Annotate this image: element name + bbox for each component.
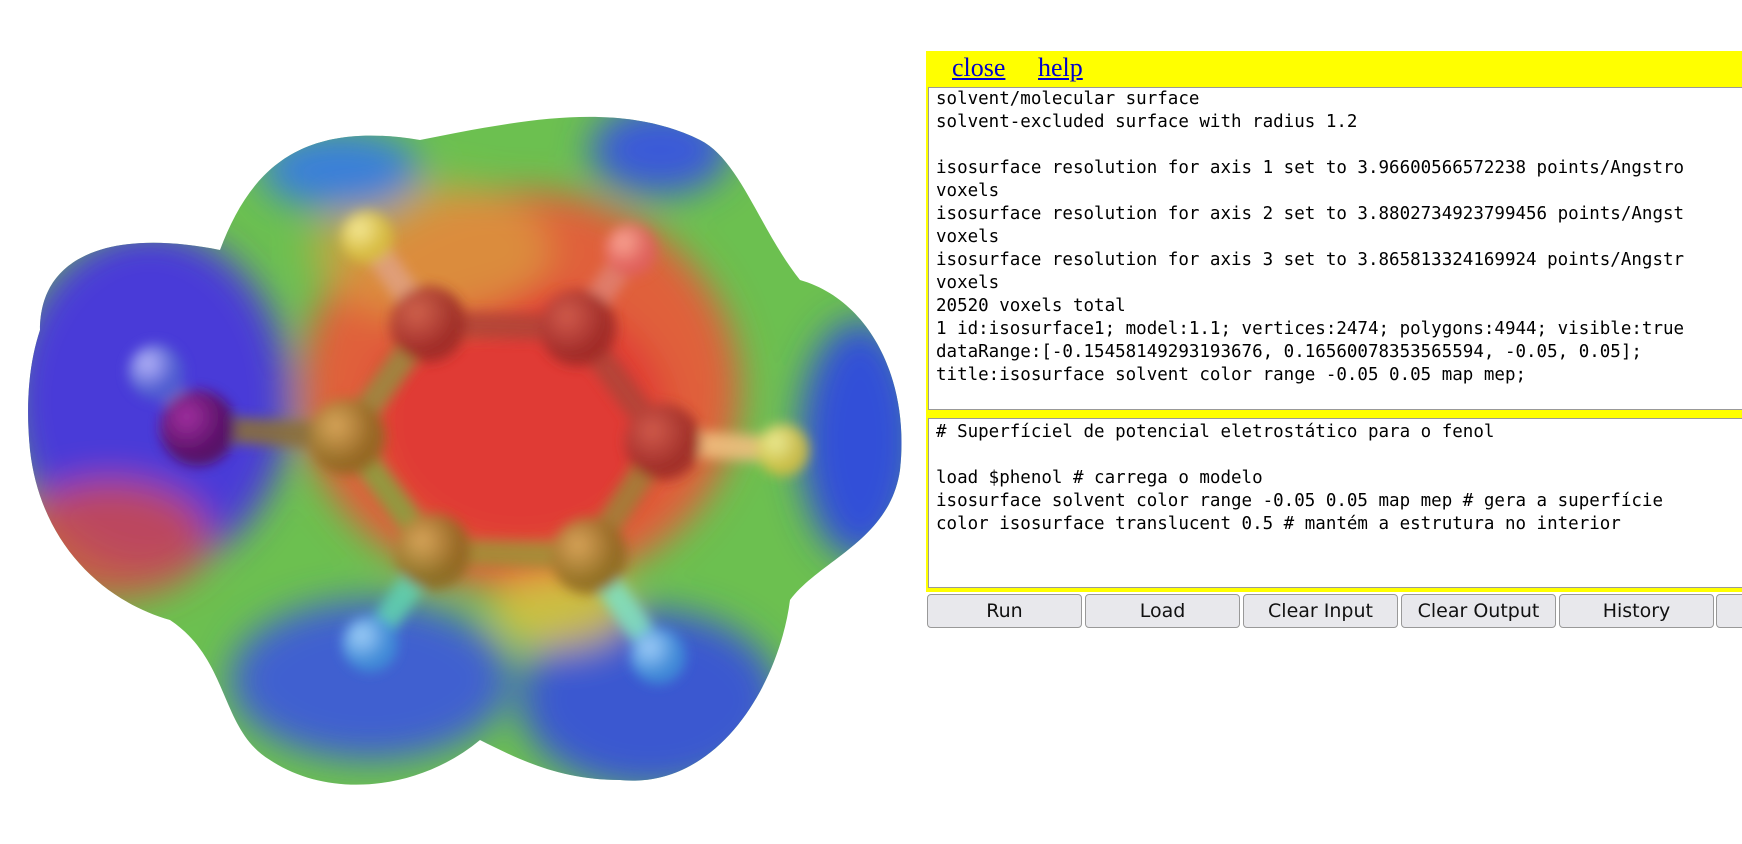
- text-line: dataRange:[-0.15458149293193676, 0.16560…: [936, 342, 1642, 362]
- text-line: solvent/molecular surface: [936, 89, 1200, 109]
- console-output: solvent/molecular surface solvent-exclude…: [928, 87, 1742, 410]
- text-line: # Superfíciel de potencial eletrostático…: [936, 422, 1495, 442]
- isosurface: [28, 116, 902, 785]
- text-line: voxels: [936, 227, 1000, 247]
- text-line: isosurface resolution for axis 3 set to …: [936, 250, 1685, 270]
- molecule-viewer: [28, 116, 902, 785]
- paragraph: isosurface resolution for axis 1 set to …: [936, 157, 1742, 387]
- paragraph: # Superfíciel de potencial eletrostático…: [936, 421, 1742, 444]
- text-line: isosurface resolution for axis 2 set to …: [936, 204, 1685, 224]
- text-line: isosurface solvent color range -0.05 0.0…: [936, 491, 1663, 511]
- text-line: voxels: [936, 273, 1000, 293]
- console-header: close help: [926, 51, 1742, 87]
- close-link[interactable]: close: [952, 53, 1006, 82]
- button[interactable]: Clear Input: [1243, 594, 1398, 628]
- button[interactable]: Load: [1085, 594, 1240, 628]
- button[interactable]: Run: [927, 594, 1082, 628]
- text-line: load $phenol # carrega o modelo: [936, 468, 1263, 488]
- paragraph: load $phenol # carrega o modelo isosurfac…: [936, 467, 1742, 536]
- text-line: isosurface resolution for axis 1 set to …: [936, 158, 1685, 178]
- text-line: 1 id:isosurface1; model:1.1; vertices:24…: [936, 319, 1685, 339]
- button[interactable]: Clear Output: [1401, 594, 1556, 628]
- text-line: 20520 voxels total: [936, 296, 1126, 316]
- molecule-structure: [128, 211, 809, 684]
- text-line: solvent-excluded surface with radius 1.2: [936, 112, 1358, 132]
- paragraph: solvent/molecular surface solvent-exclude…: [936, 88, 1742, 134]
- console-input[interactable]: # Superfíciel de potencial eletrostático…: [928, 418, 1742, 588]
- text-line: color isosurface translucent 0.5 # manté…: [936, 514, 1621, 534]
- text-line: voxels: [936, 181, 1000, 201]
- button-cut-off[interactable]: [1716, 594, 1742, 628]
- button[interactable]: History: [1559, 594, 1714, 628]
- script-console: close help solvent/molecular surface solv…: [926, 51, 1742, 631]
- text-line: title:isosurface solvent color range -0.…: [936, 365, 1527, 385]
- help-link[interactable]: help: [1038, 53, 1083, 82]
